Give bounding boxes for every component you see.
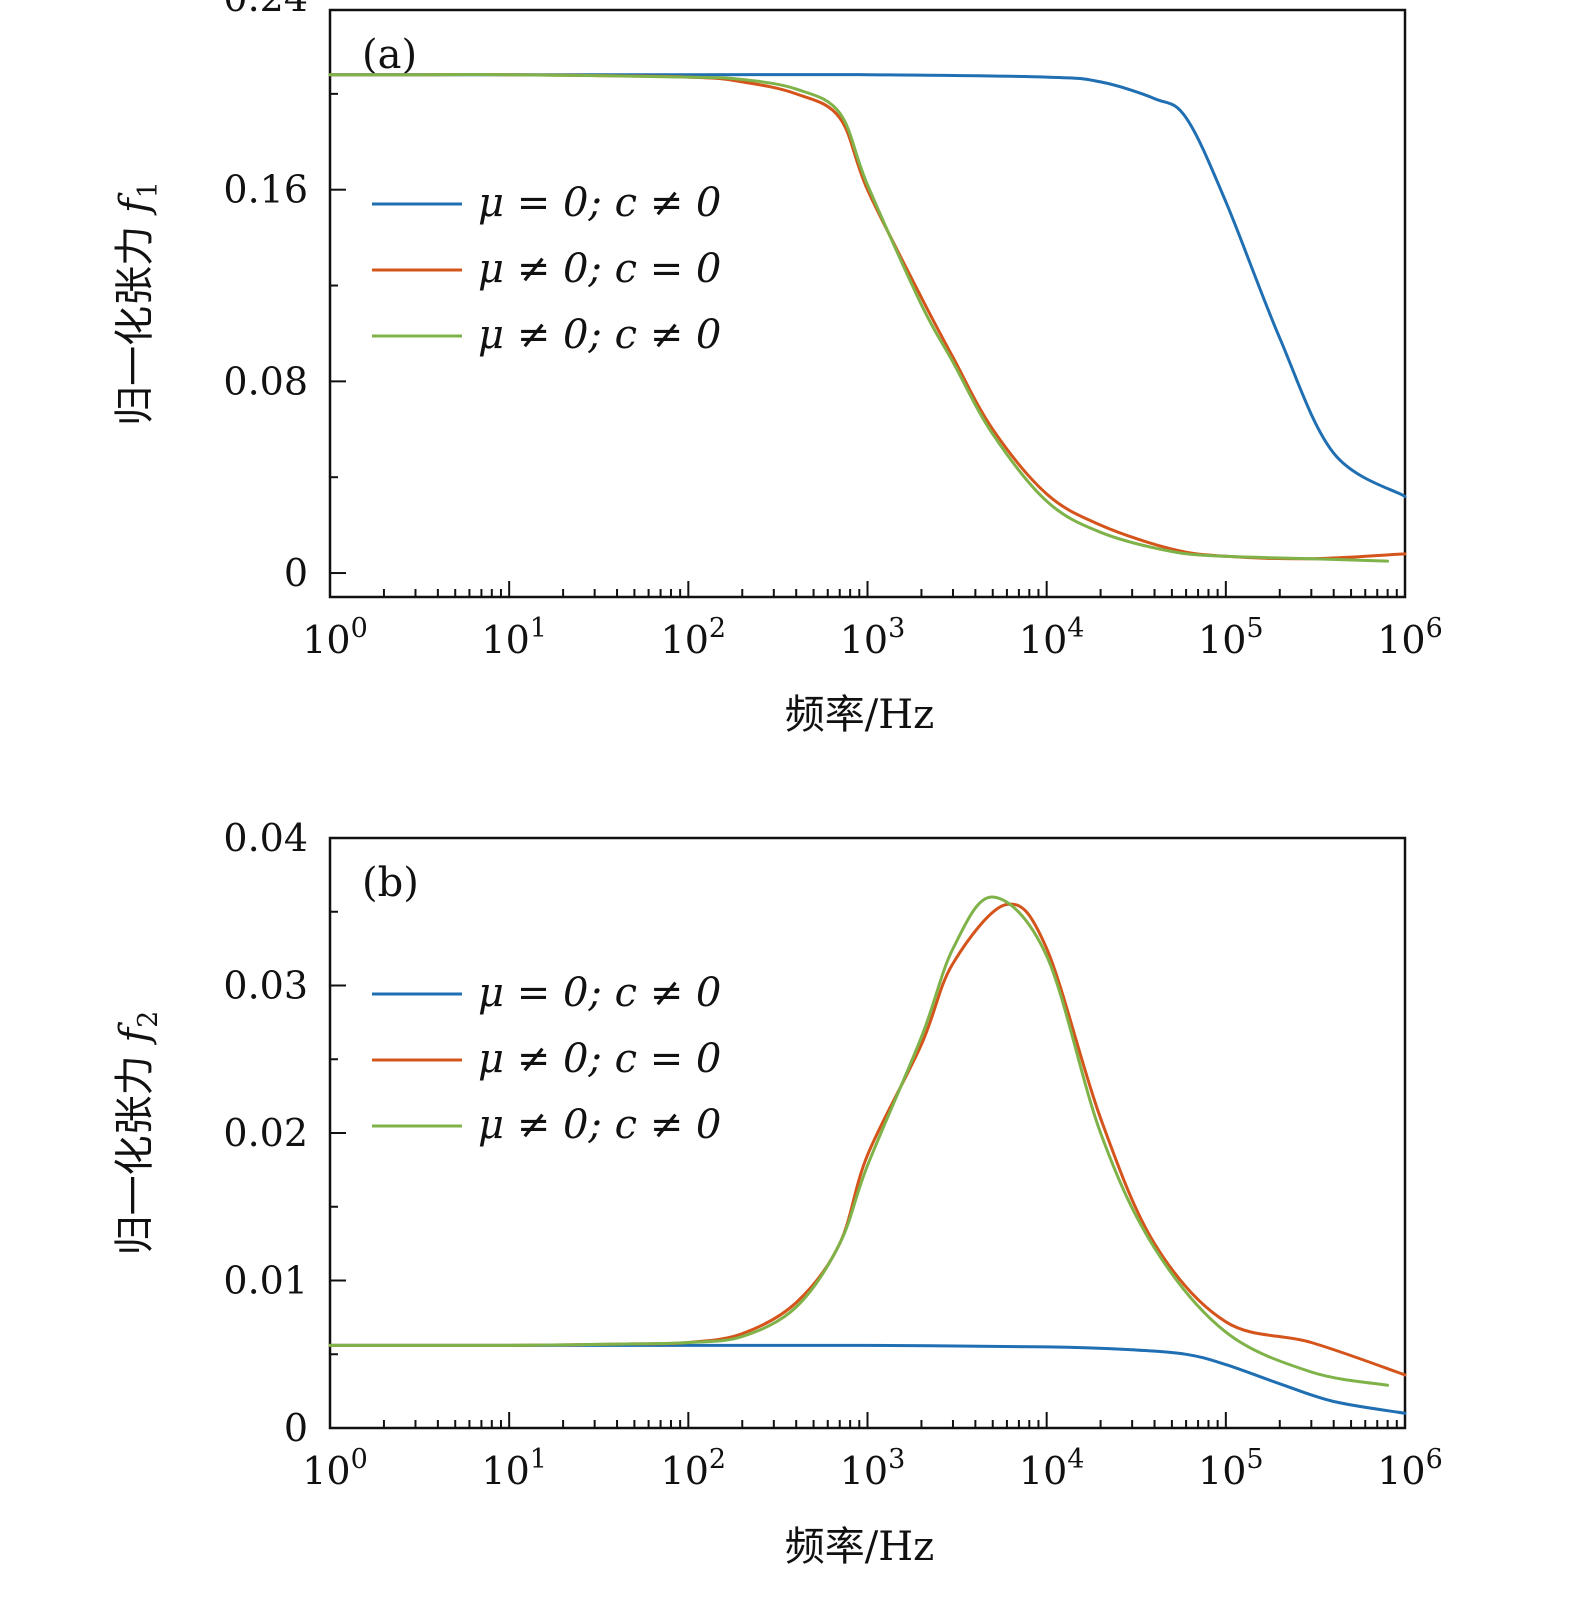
y-tick-label: 0 xyxy=(284,551,308,595)
y-tick-label: 0.03 xyxy=(223,964,308,1008)
x-tick-label: 101 xyxy=(481,613,547,662)
x-tick-label: 105 xyxy=(1198,613,1264,662)
x-tick-base: 10 xyxy=(1198,1449,1246,1493)
y-tick-label: 0.16 xyxy=(223,168,308,212)
x-tick-base: 10 xyxy=(1019,1449,1067,1493)
y-tick-label: 0.04 xyxy=(223,816,308,860)
x-tick-base: 10 xyxy=(1377,618,1425,662)
chart-panel-a: 10010110210310410510600.080.160.24频率/Hz归… xyxy=(112,0,1443,738)
x-tick-label: 103 xyxy=(840,1444,906,1493)
x-tick-label: 105 xyxy=(1198,1444,1264,1493)
x-tick-exponent: 6 xyxy=(1426,1444,1443,1475)
x-tick-base: 10 xyxy=(481,618,529,662)
legend-label-2: μ ≠ 0; c = 0 xyxy=(478,246,721,292)
x-tick-exponent: 0 xyxy=(351,1444,368,1475)
x-tick-exponent: 2 xyxy=(709,613,726,644)
legend-label-3: μ ≠ 0; c ≠ 0 xyxy=(478,1102,721,1148)
x-tick-exponent: 6 xyxy=(1426,613,1443,644)
x-tick-exponent: 5 xyxy=(1246,1444,1263,1475)
x-tick-base: 10 xyxy=(661,1449,709,1493)
x-tick-base: 10 xyxy=(840,1449,888,1493)
x-tick-exponent: 3 xyxy=(888,1444,905,1475)
x-tick-label: 102 xyxy=(661,1444,727,1493)
legend-label-2: μ ≠ 0; c = 0 xyxy=(478,1036,721,1082)
x-tick-exponent: 4 xyxy=(1067,613,1084,644)
y-axis-title: 归一化张力 f1 xyxy=(112,181,164,426)
series-line-3 xyxy=(328,895,1390,1387)
y-tick-label: 0.02 xyxy=(223,1111,308,1155)
x-tick-label: 106 xyxy=(1377,613,1443,662)
series-line-1 xyxy=(328,1343,1407,1415)
x-tick-label: 104 xyxy=(1019,1444,1085,1493)
x-tick-base: 10 xyxy=(302,1449,350,1493)
panel-label: (b) xyxy=(362,860,419,906)
panel-label: (a) xyxy=(362,32,417,78)
x-tick-exponent: 5 xyxy=(1246,613,1263,644)
x-tick-base: 10 xyxy=(840,618,888,662)
y-axis-title-text: 归一化张力 xyxy=(112,1043,158,1256)
x-tick-exponent: 4 xyxy=(1067,1444,1084,1475)
x-tick-label: 106 xyxy=(1377,1444,1443,1493)
x-tick-base: 10 xyxy=(302,618,350,662)
x-tick-base: 10 xyxy=(1198,618,1246,662)
x-tick-label: 100 xyxy=(302,613,368,662)
legend-label-1: μ = 0; c ≠ 0 xyxy=(478,180,721,226)
y-axis-title-text: 归一化张力 xyxy=(112,213,158,426)
x-tick-label: 101 xyxy=(481,1444,547,1493)
x-axis-title: 频率/Hz xyxy=(785,692,934,738)
x-tick-base: 10 xyxy=(1019,618,1067,662)
x-tick-exponent: 1 xyxy=(530,613,547,644)
x-tick-exponent: 1 xyxy=(530,1444,547,1475)
x-tick-exponent: 3 xyxy=(888,613,905,644)
x-tick-exponent: 2 xyxy=(709,1444,726,1475)
x-tick-label: 102 xyxy=(661,613,727,662)
y-axis-title: 归一化张力 f2 xyxy=(112,1011,164,1256)
y-tick-label: 0.08 xyxy=(223,359,308,403)
legend-label-3: μ ≠ 0; c ≠ 0 xyxy=(478,312,721,358)
x-tick-exponent: 0 xyxy=(351,613,368,644)
x-tick-base: 10 xyxy=(661,618,709,662)
x-tick-label: 100 xyxy=(302,1444,368,1493)
x-tick-base: 10 xyxy=(481,1449,529,1493)
x-axis-title: 频率/Hz xyxy=(785,1524,934,1570)
y-axis-title-subscript: 2 xyxy=(133,1011,164,1028)
y-axis-title-subscript: 1 xyxy=(133,181,164,198)
series-line-3 xyxy=(328,73,1390,563)
y-tick-label: 0 xyxy=(284,1406,308,1450)
x-tick-label: 103 xyxy=(840,613,906,662)
plot-frame xyxy=(328,8,1407,599)
legend-label-1: μ = 0; c ≠ 0 xyxy=(478,970,721,1016)
y-tick-label: 0.01 xyxy=(223,1259,308,1303)
x-tick-label: 104 xyxy=(1019,613,1085,662)
x-tick-base: 10 xyxy=(1377,1449,1425,1493)
chart-panel-b: 100 101 102 103 104 105 10600.010.020.030.04频率… xyxy=(112,816,1443,1570)
y-tick-label: 0.24 xyxy=(223,0,308,20)
